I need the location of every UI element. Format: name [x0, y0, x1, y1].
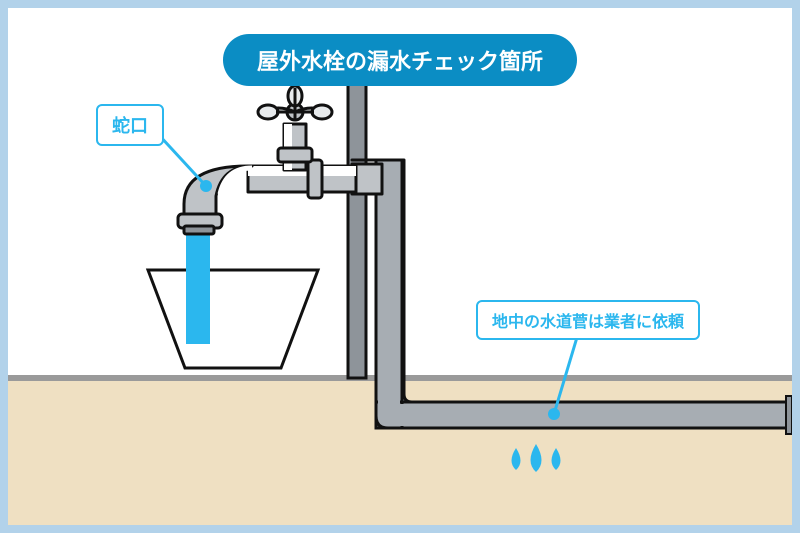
label-faucet: 蛇口 [96, 104, 164, 146]
diagram-frame: 屋外水栓の漏水チェック箇所 蛇口 地中の水道菅は業者に依頼 [0, 0, 800, 533]
basin [148, 270, 318, 368]
label-underground-pipe: 地中の水道菅は業者に依頼 [476, 300, 700, 340]
stand-post [348, 76, 366, 378]
water-stream [186, 226, 210, 344]
callout-faucet-line [158, 134, 212, 192]
faucet-handle [258, 86, 332, 120]
pipe-endcap [786, 396, 792, 434]
diagram-title: 屋外水栓の漏水チェック箇所 [223, 34, 577, 86]
